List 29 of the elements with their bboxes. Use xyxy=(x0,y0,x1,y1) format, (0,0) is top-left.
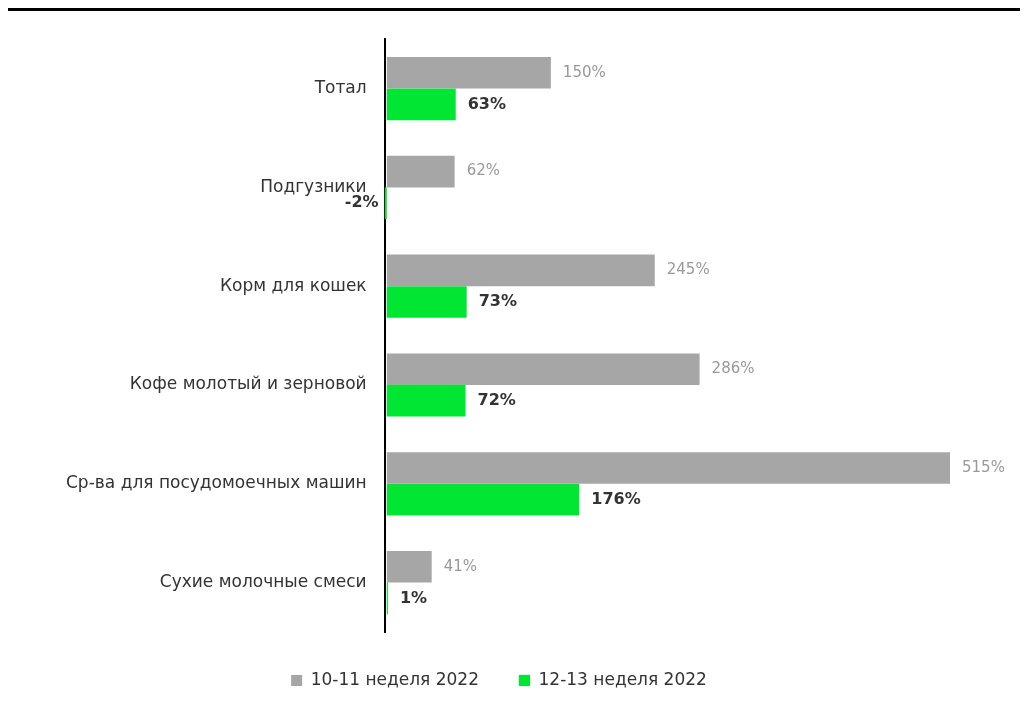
data-label: 63% xyxy=(467,93,507,113)
bar xyxy=(386,483,580,516)
bar xyxy=(386,88,456,121)
data-label: 515% xyxy=(962,457,1005,476)
y-tick-label: Кофе молотый и зерновой xyxy=(129,373,367,394)
bar xyxy=(386,353,700,385)
bar xyxy=(386,385,466,417)
bar xyxy=(386,155,455,188)
legend-label: 12-13 неделя 2022 xyxy=(538,668,707,689)
y-tick-label: Корм для кошек xyxy=(219,274,367,295)
y-tick-label: Тотал xyxy=(313,77,367,98)
data-label: 1% xyxy=(399,587,428,607)
bar xyxy=(386,56,551,89)
data-label: 286% xyxy=(711,359,755,378)
data-label: 41% xyxy=(443,556,478,575)
data-label: 245% xyxy=(666,260,710,279)
y-tick-label: Сухие молочные смеси xyxy=(159,571,367,592)
data-label: 62% xyxy=(466,161,500,180)
bar xyxy=(386,254,655,287)
data-label: 72% xyxy=(477,389,516,409)
bar xyxy=(386,286,467,318)
y-tick-label: Ср-ва для посудомоечных машин xyxy=(66,472,367,493)
data-label: 176% xyxy=(591,488,641,508)
data-label: 73% xyxy=(478,291,517,311)
data-label: 150% xyxy=(562,62,606,81)
bar xyxy=(386,452,950,484)
bar xyxy=(386,550,432,583)
bar xyxy=(384,187,387,220)
legend-label: 10-11 неделя 2022 xyxy=(310,668,480,689)
